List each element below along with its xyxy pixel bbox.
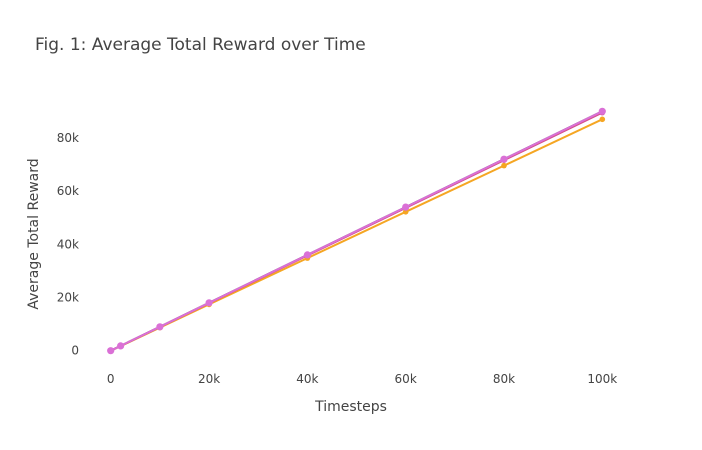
y-tick-label: 60k	[57, 184, 79, 198]
data-point	[599, 116, 606, 123]
x-axis-title: Timesteps	[314, 399, 387, 415]
series-line	[110, 110, 603, 352]
x-tick-label: 0	[107, 372, 115, 386]
x-tick-label: 100k	[587, 372, 617, 386]
y-axis-ticks: 0 20k 40k 60k 80k	[57, 131, 79, 358]
x-tick-label: 60k	[395, 372, 417, 386]
y-tick-label: 40k	[57, 237, 79, 251]
data-point	[303, 251, 311, 259]
data-point	[500, 155, 508, 163]
y-tick-label: 20k	[57, 291, 79, 305]
series-3	[107, 107, 606, 355]
data-point	[501, 162, 507, 169]
series-layer	[107, 107, 606, 355]
series-0	[107, 116, 606, 354]
y-axis-title: Average Total Reward	[26, 158, 42, 309]
data-point	[117, 342, 125, 350]
data-point	[598, 107, 606, 115]
data-point	[107, 347, 115, 355]
data-point	[156, 323, 164, 331]
x-axis-ticks: 0 20k 40k 60k 80k 100k	[107, 372, 617, 386]
y-tick-label: 80k	[57, 131, 79, 145]
data-point	[402, 203, 410, 211]
chart-title: Fig. 1: Average Total Reward over Time	[35, 35, 366, 55]
y-tick-label: 0	[71, 344, 79, 358]
data-point	[205, 299, 213, 307]
x-tick-label: 80k	[493, 372, 515, 386]
x-tick-label: 40k	[296, 372, 318, 386]
x-tick-label: 20k	[198, 372, 220, 386]
